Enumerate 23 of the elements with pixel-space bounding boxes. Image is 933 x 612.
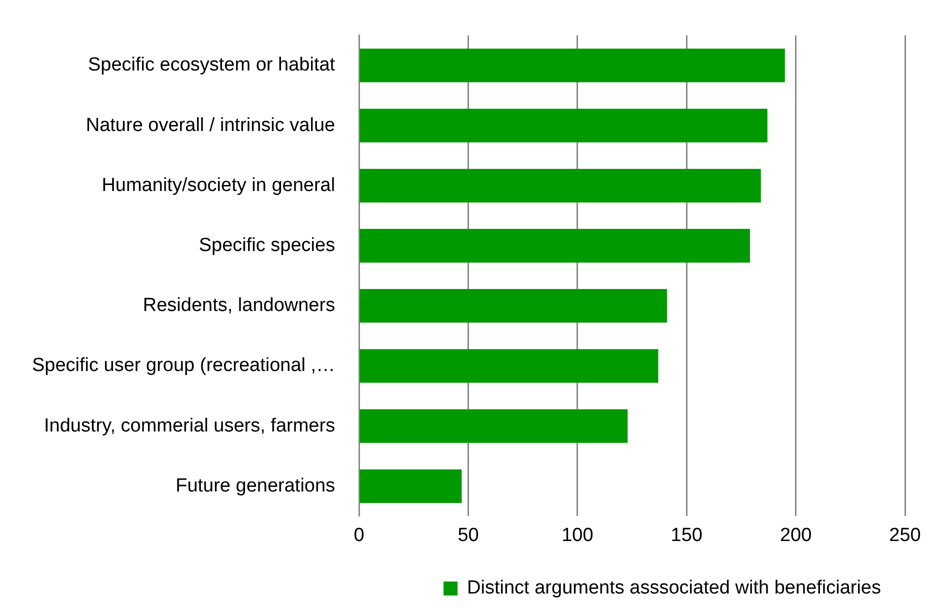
bar: [360, 168, 761, 202]
y-tick-label: Industry, commerial users, farmers: [44, 415, 336, 436]
bar: [360, 48, 785, 82]
bar: [360, 469, 462, 503]
bar: [360, 409, 628, 443]
y-tick-label: Specific user group (recreational ,…: [32, 355, 336, 376]
y-tick-label: Specific species: [198, 234, 336, 256]
bar: [360, 108, 768, 142]
y-tick-label: Humanity/society in general: [102, 174, 336, 196]
legend-label: Distinct arguments asssociated with beneficiaries: [467, 578, 882, 599]
bar: [360, 349, 658, 383]
x-tick-label: 50: [458, 524, 479, 546]
y-tick-label: Future generations: [176, 475, 336, 496]
bar: [360, 228, 750, 263]
y-tick-label: Residents, landowners: [142, 295, 336, 316]
x-tick-label: 150: [670, 524, 702, 546]
bar: [360, 289, 667, 323]
x-tick-label: 250: [889, 524, 921, 546]
x-tick-label: 0: [354, 524, 364, 546]
y-tick-label: Specific ecosystem or habitat: [88, 54, 336, 76]
y-tick-label: Nature overall / intrinsic value: [86, 114, 336, 136]
x-tick-label: 200: [780, 524, 812, 546]
x-tick-label: 100: [562, 524, 594, 546]
